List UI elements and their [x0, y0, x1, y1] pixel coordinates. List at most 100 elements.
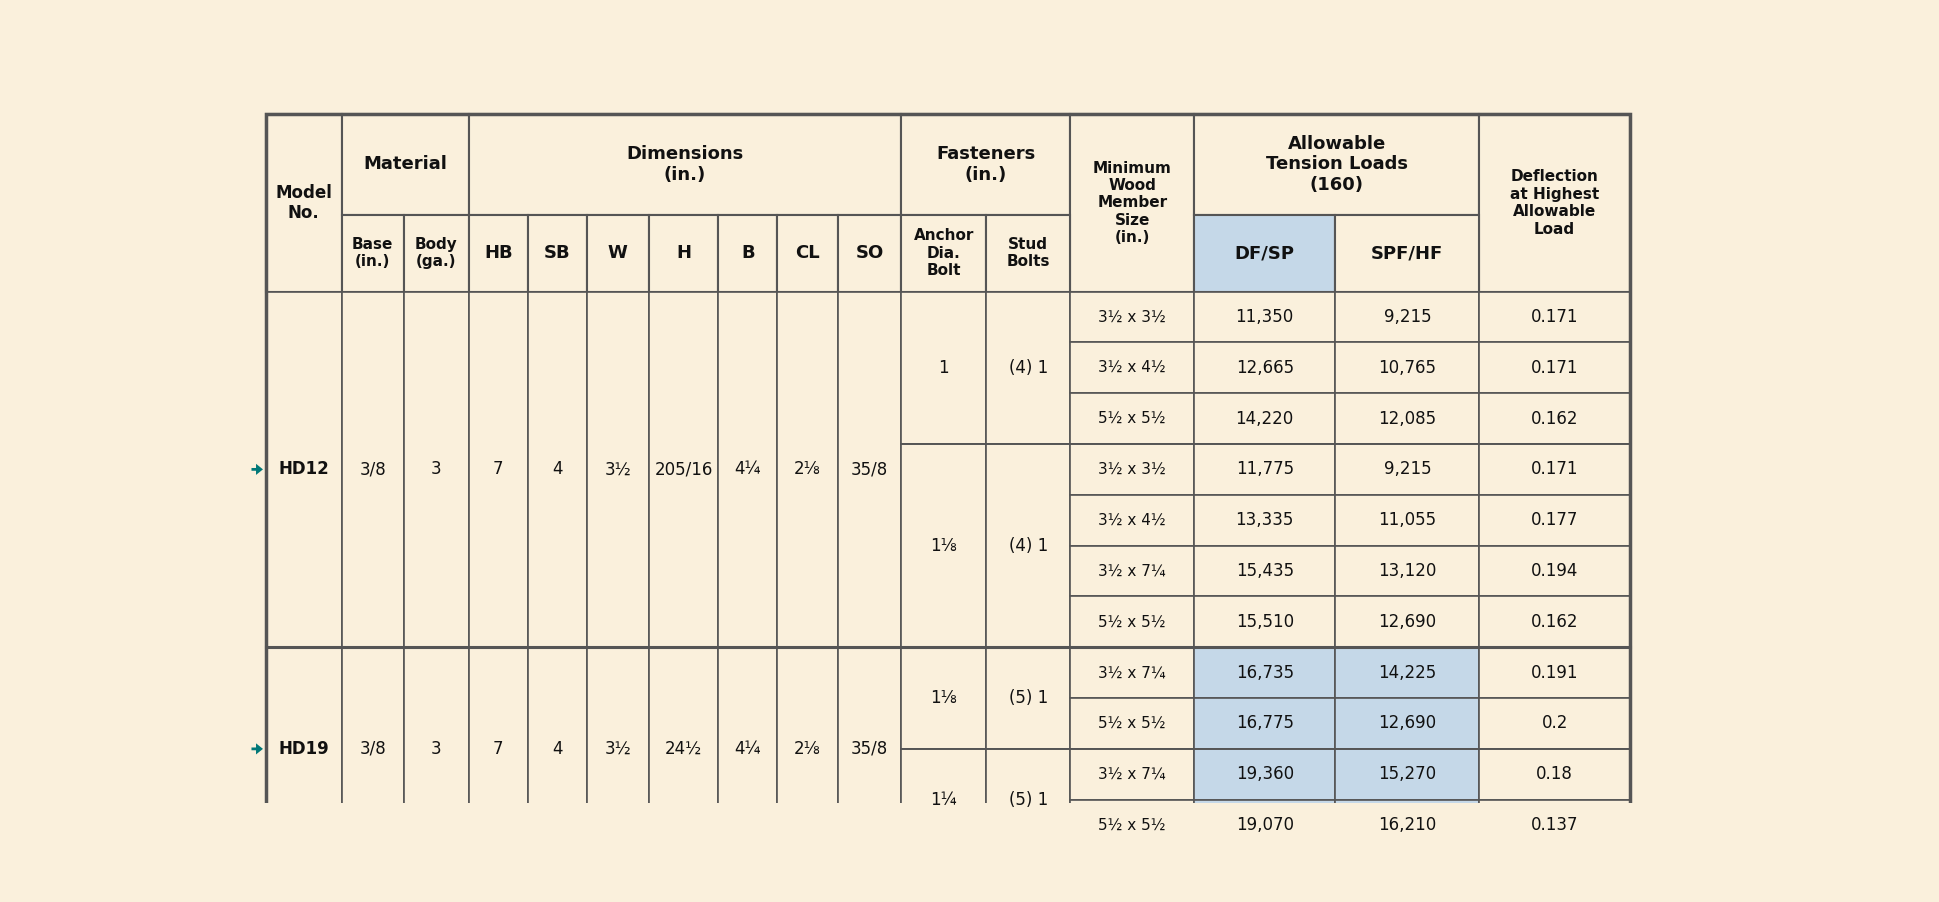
Text: Anchor
Dia.
Bolt: Anchor Dia. Bolt: [913, 228, 973, 278]
Text: 3½ x 7¼: 3½ x 7¼: [1097, 564, 1165, 578]
Text: (4) 1: (4) 1: [1008, 537, 1047, 555]
Text: HD12: HD12: [277, 460, 330, 478]
Text: 5½ x 5½: 5½ x 5½: [1097, 614, 1165, 630]
Bar: [527, 291, 586, 648]
Text: 7: 7: [493, 740, 504, 758]
Text: Base
(in.): Base (in.): [351, 237, 394, 269]
Text: 0.171: 0.171: [1530, 308, 1578, 326]
Bar: [1194, 800, 1334, 851]
Bar: [1070, 800, 1194, 851]
Bar: [1070, 115, 1194, 291]
Bar: [717, 291, 778, 648]
Text: 19,070: 19,070: [1235, 816, 1293, 834]
Text: DF/SP: DF/SP: [1233, 244, 1293, 262]
Text: 11,350: 11,350: [1235, 308, 1293, 326]
Bar: [266, 115, 341, 291]
Bar: [838, 291, 902, 648]
Text: Fasteners
(in.): Fasteners (in.): [937, 145, 1035, 184]
Text: (5) 1: (5) 1: [1008, 791, 1047, 809]
Text: 0.137: 0.137: [1530, 816, 1578, 834]
Bar: [987, 749, 1070, 851]
Bar: [1334, 596, 1479, 648]
Text: W: W: [607, 244, 626, 262]
Text: 4: 4: [551, 740, 562, 758]
Text: B: B: [741, 244, 754, 262]
Bar: [838, 648, 902, 851]
Bar: [902, 749, 987, 851]
Bar: [1070, 291, 1194, 343]
Bar: [341, 648, 403, 851]
Bar: [1194, 648, 1334, 698]
Bar: [1479, 393, 1629, 444]
Text: 1¼: 1¼: [931, 791, 956, 809]
Bar: [1479, 546, 1629, 596]
Text: 7: 7: [493, 460, 504, 478]
Text: 15,270: 15,270: [1377, 765, 1435, 783]
Text: 1⅛: 1⅛: [931, 537, 956, 555]
Bar: [469, 215, 527, 291]
Text: 16,735: 16,735: [1235, 664, 1293, 682]
Text: 0.162: 0.162: [1530, 410, 1578, 428]
Text: 5½ x 5½: 5½ x 5½: [1097, 411, 1165, 426]
Bar: [266, 648, 341, 851]
Bar: [1194, 343, 1334, 393]
Bar: [1194, 698, 1334, 749]
Bar: [1479, 698, 1629, 749]
Text: 12,665: 12,665: [1235, 359, 1293, 377]
Text: 24½: 24½: [665, 740, 702, 758]
Bar: [1194, 495, 1334, 546]
Bar: [1194, 393, 1334, 444]
Text: 2⅛: 2⅛: [793, 740, 820, 758]
Bar: [717, 648, 778, 851]
Text: 12,690: 12,690: [1377, 612, 1435, 630]
Bar: [403, 215, 469, 291]
Text: SO: SO: [855, 244, 882, 262]
Bar: [1334, 393, 1479, 444]
Text: 15,510: 15,510: [1235, 612, 1293, 630]
Bar: [1194, 749, 1334, 800]
Bar: [469, 115, 902, 215]
Text: Body
(ga.): Body (ga.): [415, 237, 458, 269]
Text: 205/16: 205/16: [653, 460, 712, 478]
Text: H: H: [675, 244, 690, 262]
Bar: [1334, 215, 1479, 291]
Text: 3: 3: [430, 460, 442, 478]
Bar: [1479, 291, 1629, 343]
Text: Stud
Bolts: Stud Bolts: [1006, 237, 1049, 269]
Bar: [1194, 596, 1334, 648]
Bar: [1334, 343, 1479, 393]
Text: 35/8: 35/8: [851, 740, 888, 758]
Bar: [902, 215, 987, 291]
Text: 3/8: 3/8: [359, 740, 386, 758]
Bar: [648, 291, 717, 648]
Text: (5) 1: (5) 1: [1008, 689, 1047, 707]
Text: HB: HB: [483, 244, 512, 262]
Text: 0.171: 0.171: [1530, 359, 1578, 377]
Bar: [987, 444, 1070, 648]
Bar: [838, 215, 902, 291]
Text: 4¼: 4¼: [735, 740, 760, 758]
Bar: [403, 291, 469, 648]
Text: 3½ x 7¼: 3½ x 7¼: [1097, 665, 1165, 680]
Text: 0.171: 0.171: [1530, 460, 1578, 478]
Text: 0.177: 0.177: [1530, 511, 1578, 529]
Bar: [1479, 596, 1629, 648]
Bar: [1479, 495, 1629, 546]
Bar: [1070, 749, 1194, 800]
Bar: [1194, 215, 1334, 291]
Bar: [778, 291, 838, 648]
Bar: [266, 291, 341, 648]
Text: 12,690: 12,690: [1377, 714, 1435, 732]
Bar: [586, 648, 648, 851]
Text: CL: CL: [795, 244, 820, 262]
Bar: [902, 444, 987, 648]
Text: 11,055: 11,055: [1377, 511, 1435, 529]
Text: 0.194: 0.194: [1530, 562, 1578, 580]
Bar: [987, 291, 1070, 444]
Text: 3: 3: [430, 740, 442, 758]
Bar: [1334, 749, 1479, 800]
Text: Allowable
Tension Loads
(160): Allowable Tension Loads (160): [1264, 134, 1408, 194]
Bar: [1070, 596, 1194, 648]
Text: 3½ x 7¼: 3½ x 7¼: [1097, 767, 1165, 782]
Bar: [586, 291, 648, 648]
